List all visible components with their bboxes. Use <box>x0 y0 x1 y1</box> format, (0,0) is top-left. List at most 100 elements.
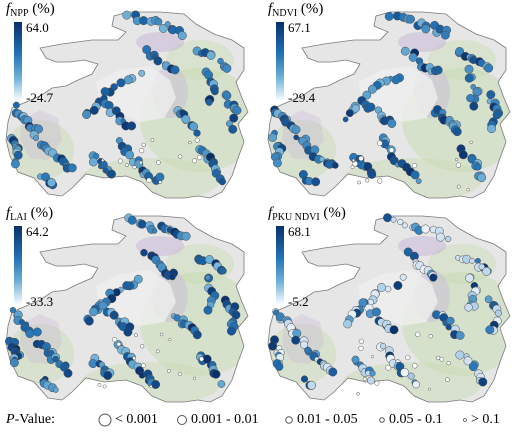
panel-title: fLAI (%) <box>6 205 54 223</box>
station-marker <box>408 52 418 62</box>
station-marker <box>89 105 99 115</box>
station-marker <box>469 257 475 264</box>
station-marker <box>358 155 364 162</box>
station-marker <box>412 380 420 389</box>
station-marker <box>403 247 413 257</box>
station-marker <box>358 298 368 308</box>
station-marker <box>102 167 109 174</box>
colorbar-min-label: -29.4 <box>288 90 316 105</box>
station-marker <box>211 87 219 96</box>
station-marker <box>123 327 133 337</box>
station-marker <box>406 14 415 24</box>
station-marker <box>444 235 452 243</box>
circle-marker-icon <box>98 413 112 427</box>
station-marker <box>397 218 404 226</box>
panel-flai: fLAI (%) 64.2 -33.3 <box>0 204 262 410</box>
panel-title: fNDVI (%) <box>268 1 324 19</box>
station-marker <box>166 368 171 373</box>
station-marker <box>52 355 59 363</box>
station-marker <box>32 327 42 337</box>
legend-item: > 0.1 <box>462 412 500 428</box>
station-marker <box>107 169 116 179</box>
station-marker <box>159 332 164 337</box>
station-marker <box>400 46 410 56</box>
station-marker <box>369 370 376 377</box>
station-marker <box>455 162 462 168</box>
station-marker <box>452 127 462 137</box>
station-marker <box>12 101 20 109</box>
station-marker <box>362 377 367 382</box>
station-marker <box>445 324 452 331</box>
station-marker <box>138 147 145 154</box>
station-marker <box>367 376 375 385</box>
station-marker <box>117 158 123 164</box>
station-marker <box>351 158 356 162</box>
station-marker <box>345 109 354 118</box>
station-marker <box>33 135 40 142</box>
station-marker <box>205 274 211 281</box>
station-marker <box>124 163 129 168</box>
legend-label: P-Value: <box>6 412 55 427</box>
station-marker <box>474 163 482 171</box>
station-marker <box>100 87 110 97</box>
station-marker <box>486 90 496 100</box>
station-marker <box>111 336 118 343</box>
station-marker <box>458 150 468 160</box>
station-marker <box>206 50 216 60</box>
station-marker <box>82 110 92 119</box>
colorbar-max-label: 68.1 <box>288 224 311 239</box>
station-marker <box>168 338 172 342</box>
panel-fpku-ndvi: fPKU NDVI (%) 68.1 -5.2 <box>262 204 524 410</box>
station-marker <box>217 57 224 65</box>
map-flai <box>5 213 249 403</box>
station-marker <box>132 356 137 361</box>
station-marker <box>389 325 399 335</box>
station-marker <box>122 10 132 20</box>
station-marker <box>435 232 445 242</box>
station-marker <box>388 147 395 153</box>
station-marker <box>109 310 119 320</box>
station-marker <box>440 30 450 40</box>
station-marker <box>428 334 433 339</box>
legend-item: 0.05 - 0.1 <box>378 412 443 428</box>
station-marker <box>204 255 214 264</box>
station-marker <box>429 273 438 282</box>
station-marker <box>478 377 488 387</box>
circle-marker-icon <box>379 416 385 423</box>
station-marker <box>405 354 411 361</box>
station-marker <box>385 364 392 371</box>
station-marker <box>177 372 182 377</box>
station-marker <box>415 178 422 185</box>
station-marker <box>464 64 474 74</box>
station-marker <box>52 386 59 393</box>
station-marker <box>407 372 415 380</box>
station-marker <box>367 169 377 179</box>
station-marker <box>372 307 381 317</box>
station-marker <box>484 295 493 304</box>
station-marker <box>482 266 491 276</box>
station-marker <box>439 356 445 362</box>
station-marker <box>455 331 465 340</box>
station-marker <box>351 104 360 113</box>
station-marker <box>268 133 278 142</box>
legend-item: < 0.001 <box>98 412 158 428</box>
station-marker <box>272 158 282 168</box>
station-marker <box>203 305 213 315</box>
station-marker <box>137 219 147 229</box>
station-marker <box>384 11 394 21</box>
station-marker <box>464 303 473 312</box>
station-marker <box>181 231 191 241</box>
station-marker <box>103 371 113 380</box>
station-marker <box>494 309 502 317</box>
station-marker <box>469 140 473 144</box>
station-marker <box>178 154 183 159</box>
station-marker <box>328 367 338 377</box>
station-marker <box>393 281 403 290</box>
station-marker <box>455 47 465 56</box>
station-marker <box>229 113 239 123</box>
station-marker <box>307 380 317 390</box>
station-marker <box>350 165 355 170</box>
station-marker <box>433 65 443 75</box>
station-marker <box>156 160 161 165</box>
station-marker <box>319 156 325 163</box>
